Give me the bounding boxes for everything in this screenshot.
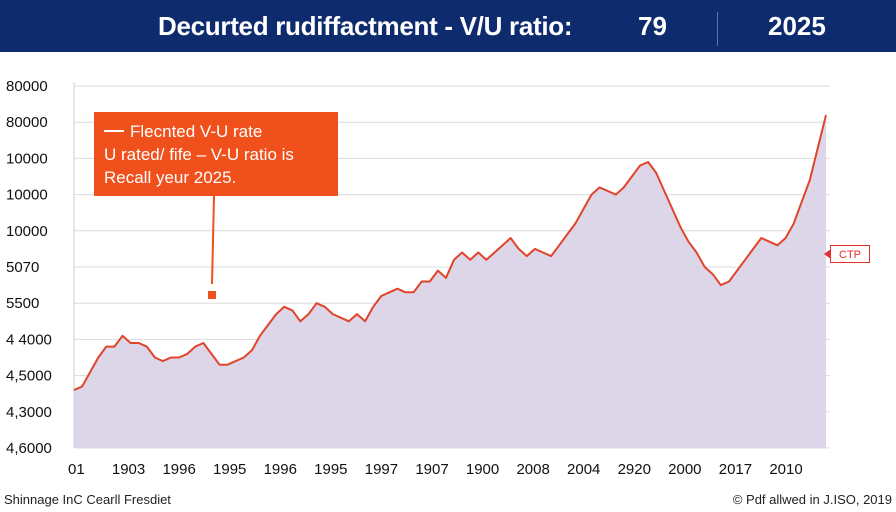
annotation-line-1: Flecnted V-U rate xyxy=(130,122,263,141)
header-year: 2025 xyxy=(768,11,826,41)
x-tick-label: 1995 xyxy=(314,461,347,478)
x-tick-label: 2920 xyxy=(618,461,651,478)
x-tick-label: 1996 xyxy=(162,461,195,478)
series-area xyxy=(74,115,826,448)
y-tick-label: 10000 xyxy=(6,150,48,167)
x-tick-label: 1995 xyxy=(213,461,246,478)
annotation-line-2: U rated/ fife – V-U ratio is xyxy=(104,145,294,164)
y-tick-label: 4,6000 xyxy=(6,440,52,457)
annotation-pointer xyxy=(211,195,215,285)
y-tick-label: 80000 xyxy=(6,78,48,95)
y-tick-label: 5070 xyxy=(6,259,39,276)
x-tick-label: 1907 xyxy=(415,461,448,478)
x-tick-label: 01 xyxy=(68,461,85,478)
y-tick-label: 4,5000 xyxy=(6,368,52,385)
annotation-box: Flecnted V-U rate U rated/ fife – V-U ra… xyxy=(94,112,338,196)
x-tick-label: 2010 xyxy=(769,461,802,478)
x-tick-label: 2004 xyxy=(567,461,600,478)
y-tick-label: 4 4000 xyxy=(6,331,52,348)
legend-line-swatch xyxy=(104,130,124,133)
x-axis-tick-labels: 01 1903 1996 1995 1996 1995 1997 1907 1900 2008 20… xyxy=(68,461,803,478)
y-tick-label: 4,3000 xyxy=(6,404,52,421)
header-divider xyxy=(717,12,718,46)
title-value: 79 xyxy=(638,11,667,41)
y-tick-label: 80000 xyxy=(6,114,48,131)
header-bar: Decurted rudiffactment - V/U ratio: 79 2… xyxy=(0,0,896,52)
x-tick-label: 1900 xyxy=(466,461,499,478)
chart-title: Decurted rudiffactment - V/U ratio: xyxy=(158,11,573,41)
area-chart: 80000 80000 10000 10000 10000 5070 5500 4 4000 4… xyxy=(6,78,830,478)
y-axis-tick-labels: 80000 80000 10000 10000 10000 5070 5500 4 4000 4… xyxy=(6,78,52,457)
x-tick-label: 2017 xyxy=(719,461,752,478)
y-tick-label: 5500 xyxy=(6,295,39,312)
annotation-line-3: Recall yeur 2025. xyxy=(104,168,237,187)
y-tick-label: 10000 xyxy=(6,223,48,240)
x-tick-label: 2000 xyxy=(668,461,701,478)
series-line xyxy=(73,114,827,392)
annotation-marker xyxy=(208,291,216,299)
footer-copyright: © Pdf allwed in J.ISO, 2019 xyxy=(732,492,892,507)
y-tick-label: 10000 xyxy=(6,187,48,204)
x-tick-label: 2008 xyxy=(516,461,549,478)
x-tick-label: 1903 xyxy=(112,461,145,478)
x-tick-label: 1997 xyxy=(365,461,398,478)
end-value-tag: CTP xyxy=(824,245,870,263)
footer-source: Shinnage InC Cearll Fresdiet xyxy=(4,492,171,507)
x-tick-label: 1996 xyxy=(264,461,297,478)
